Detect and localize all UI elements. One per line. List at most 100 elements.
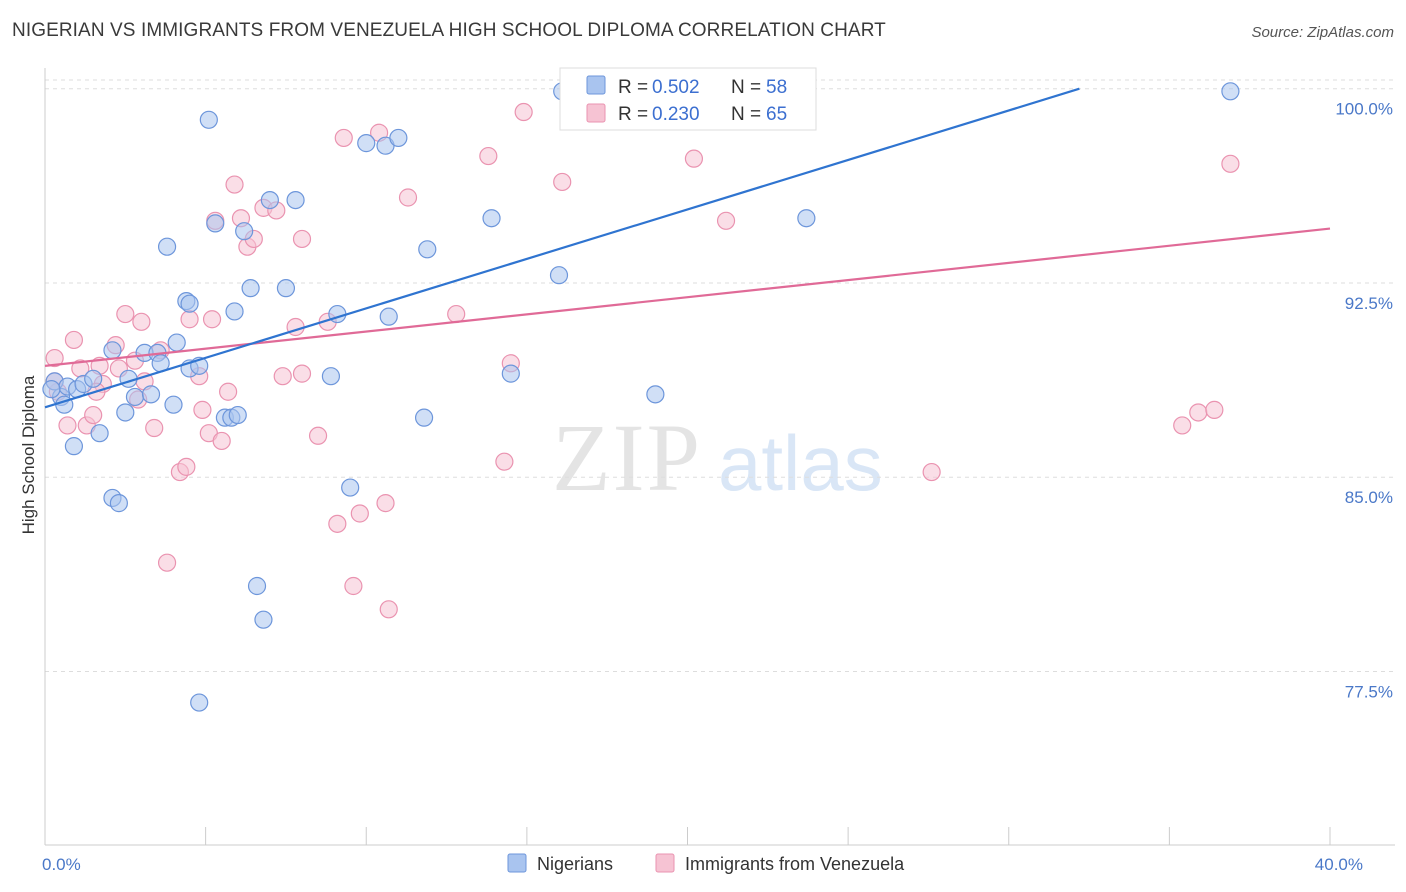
y-axis-label: High School Diploma	[19, 375, 38, 534]
bottom-legend-label-venezuela[interactable]: Immigrants from Venezuela	[685, 854, 905, 874]
nigerian-point	[164, 395, 183, 414]
nigerian-point	[286, 190, 305, 210]
nigerian-point	[103, 341, 122, 360]
nigerian-point	[199, 110, 218, 129]
nigerian-point	[84, 369, 103, 388]
nigerian-point	[190, 693, 209, 712]
venezuela-trend-line	[44, 227, 1331, 367]
venezuela-point	[922, 462, 941, 482]
trend-lines	[44, 87, 1331, 409]
nigerian-point	[206, 214, 225, 233]
bottom-legend-label-nigerians[interactable]: Nigerians	[537, 854, 613, 874]
stats-legend: R = 0.502 N = 58 R = 0.230 N = 65	[559, 67, 817, 131]
nigerian-point	[276, 279, 296, 298]
venezuela-point	[328, 514, 347, 533]
venezuela-point	[1205, 400, 1224, 419]
y-tick-label: 92.5%	[1345, 294, 1393, 313]
nigerian-point	[418, 240, 437, 259]
legend-n-value-2: 65	[766, 104, 787, 125]
nigerian-trend-line	[44, 87, 1080, 409]
nigerian-point	[482, 209, 501, 228]
venezuela-point	[202, 310, 222, 329]
legend-n-label-1: N =	[731, 77, 761, 98]
source-label: Source: ZipAtlas.com	[1251, 24, 1394, 41]
venezuela-point	[447, 304, 466, 324]
legend-n-value-1: 58	[766, 77, 787, 98]
legend-r-label-1: R =	[618, 77, 648, 98]
nigerian-point	[797, 209, 816, 228]
nigerian-point	[180, 294, 199, 313]
nigerian-point	[247, 576, 267, 596]
series-venezuela-points	[45, 79, 1240, 619]
venezuela-point	[334, 128, 353, 148]
axes	[44, 68, 1395, 846]
venezuela-point	[58, 416, 77, 435]
nigerian-point	[646, 385, 665, 404]
venezuela-point	[379, 600, 398, 619]
nigerian-point	[64, 437, 84, 456]
venezuela-point	[193, 400, 212, 419]
nigerian-point	[341, 478, 360, 497]
nigerian-point	[389, 128, 408, 148]
nigerian-point	[414, 408, 434, 427]
nigerian-point	[501, 364, 520, 383]
venezuela-point	[553, 172, 572, 192]
venezuela-point	[180, 310, 199, 329]
venezuela-point	[64, 330, 84, 350]
nigerian-point	[109, 494, 128, 513]
tick-labels: 100.0% 92.5% 85.0% 77.5% 0.0% 40.0%	[42, 100, 1393, 874]
nigerian-point	[357, 134, 376, 153]
venezuela-point	[376, 494, 395, 513]
venezuela-point	[684, 149, 704, 168]
nigerian-point	[228, 405, 247, 425]
nigerian-point	[379, 307, 398, 326]
venezuela-point	[1189, 403, 1208, 422]
legend-r-value-2: 0.230	[652, 104, 700, 125]
venezuela-point	[344, 576, 363, 596]
y-tick-label: 77.5%	[1345, 682, 1393, 701]
nigerian-point	[260, 190, 279, 210]
legend-r-value-1: 0.502	[652, 77, 700, 98]
bottom-legend-swatch-nigerians[interactable]	[507, 853, 527, 873]
venezuela-point	[292, 364, 312, 383]
venezuela-point	[398, 188, 418, 207]
nigerian-point	[254, 610, 273, 629]
nigerian-point	[1221, 82, 1240, 101]
venezuela-point	[157, 553, 177, 572]
bottom-legend-swatch-venezuela[interactable]	[655, 853, 675, 873]
venezuela-point	[292, 229, 312, 249]
venezuela-point	[177, 457, 196, 476]
venezuela-point	[479, 146, 498, 166]
nigerian-point	[157, 237, 177, 256]
y-tick-label: 100.0%	[1335, 100, 1393, 119]
series-nigerians-points	[42, 82, 1240, 712]
venezuela-point	[514, 102, 533, 122]
nigerian-point	[125, 387, 145, 407]
legend-swatch-venezuela	[586, 103, 606, 123]
nigerian-point	[141, 385, 161, 404]
venezuela-point	[1221, 154, 1240, 173]
x-tick-label: 0.0%	[42, 855, 81, 874]
venezuela-point	[132, 312, 151, 331]
venezuela-point	[45, 348, 64, 368]
venezuela-point	[273, 367, 292, 386]
x-tick-label: 40.0%	[1315, 855, 1363, 874]
venezuela-point	[116, 304, 135, 324]
bottom-legend: Nigerians Immigrants from Venezuela	[507, 853, 905, 874]
watermark-atlas: atlas	[718, 419, 883, 507]
venezuela-point	[84, 405, 103, 425]
venezuela-point	[219, 382, 238, 401]
venezuela-point	[716, 211, 736, 230]
legend-r-label-2: R =	[618, 104, 648, 125]
venezuela-point	[350, 504, 369, 523]
nigerian-point	[225, 302, 244, 321]
venezuela-point	[225, 175, 244, 194]
venezuela-point	[212, 431, 231, 451]
chart-title: NIGERIAN VS IMMIGRANTS FROM VENEZUELA HI…	[12, 20, 886, 41]
grid-lines	[45, 79, 1395, 672]
nigerian-point	[549, 266, 569, 285]
nigerian-point	[116, 403, 135, 422]
nigerian-point	[321, 367, 341, 386]
nigerian-point	[241, 279, 260, 298]
